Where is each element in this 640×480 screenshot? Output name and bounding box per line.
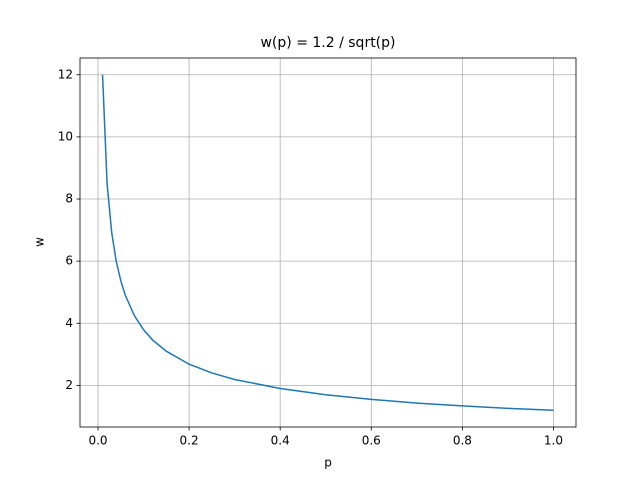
- y-tick-label: 10: [58, 129, 73, 143]
- grid: 0.0 0.2 0.4 0.6 0.8 1.0 2 4 6 8 10 12: [58, 58, 576, 448]
- x-tick-label: 0.6: [362, 434, 381, 448]
- x-tick-label: 0.4: [271, 434, 290, 448]
- x-axis-label: p: [324, 456, 332, 470]
- y-tick-label: 2: [65, 378, 73, 392]
- y-tick-label: 8: [65, 192, 73, 206]
- y-tick-label: 4: [65, 316, 73, 330]
- y-tick-label: 12: [58, 67, 73, 81]
- axes-frame: [79, 57, 577, 428]
- x-tick-label: 0.2: [180, 434, 199, 448]
- x-tick-label: 0.0: [88, 434, 107, 448]
- y-tick-label: 6: [65, 254, 73, 268]
- chart-title: w(p) = 1.2 / sqrt(p): [260, 35, 395, 51]
- x-tick-label: 0.8: [453, 434, 472, 448]
- plot-area: [101, 74, 554, 411]
- line-series: [101, 74, 554, 411]
- x-tick-label: 1.0: [544, 434, 563, 448]
- y-axis-label: w: [33, 237, 47, 247]
